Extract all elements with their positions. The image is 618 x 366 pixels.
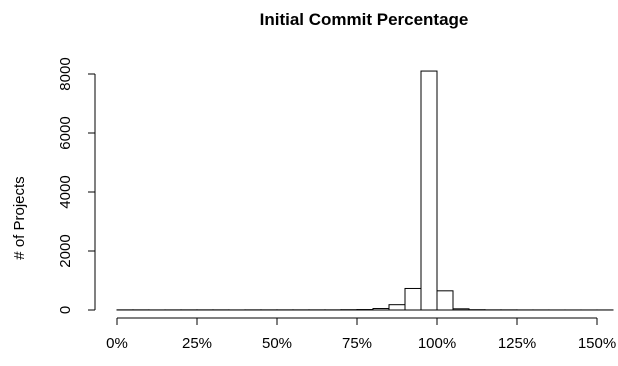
x-tick-label: 50% — [262, 335, 292, 352]
histogram-bar — [388, 304, 406, 311]
y-tick-label: 8000 — [57, 57, 74, 90]
y-tick-label: 0 — [57, 306, 74, 314]
chart-title: Initial Commit Percentage — [260, 10, 469, 29]
histogram-bar — [452, 308, 470, 311]
histogram-bar — [436, 290, 454, 311]
x-tick-label: 125% — [498, 335, 536, 352]
histogram-bar — [404, 287, 422, 311]
histogram-bars — [116, 70, 614, 311]
histogram-bar — [372, 308, 390, 311]
x-tick-label: 25% — [182, 335, 212, 352]
y-axis: 0 2000 4000 6000 8000 — [57, 57, 96, 314]
histogram-bar — [420, 70, 438, 311]
x-axis: 0% 25% 50% 75% 100% 125% 150% — [106, 317, 616, 352]
y-tick-label: 6000 — [57, 116, 74, 149]
y-tick-label: 4000 — [57, 175, 74, 208]
x-tick-label: 100% — [418, 335, 456, 352]
x-tick-label: 150% — [578, 335, 616, 352]
x-tick-label: 0% — [106, 335, 128, 352]
y-tick-label: 2000 — [57, 234, 74, 267]
x-tick-label: 75% — [342, 335, 372, 352]
y-axis-title: # of Projects — [11, 176, 28, 259]
